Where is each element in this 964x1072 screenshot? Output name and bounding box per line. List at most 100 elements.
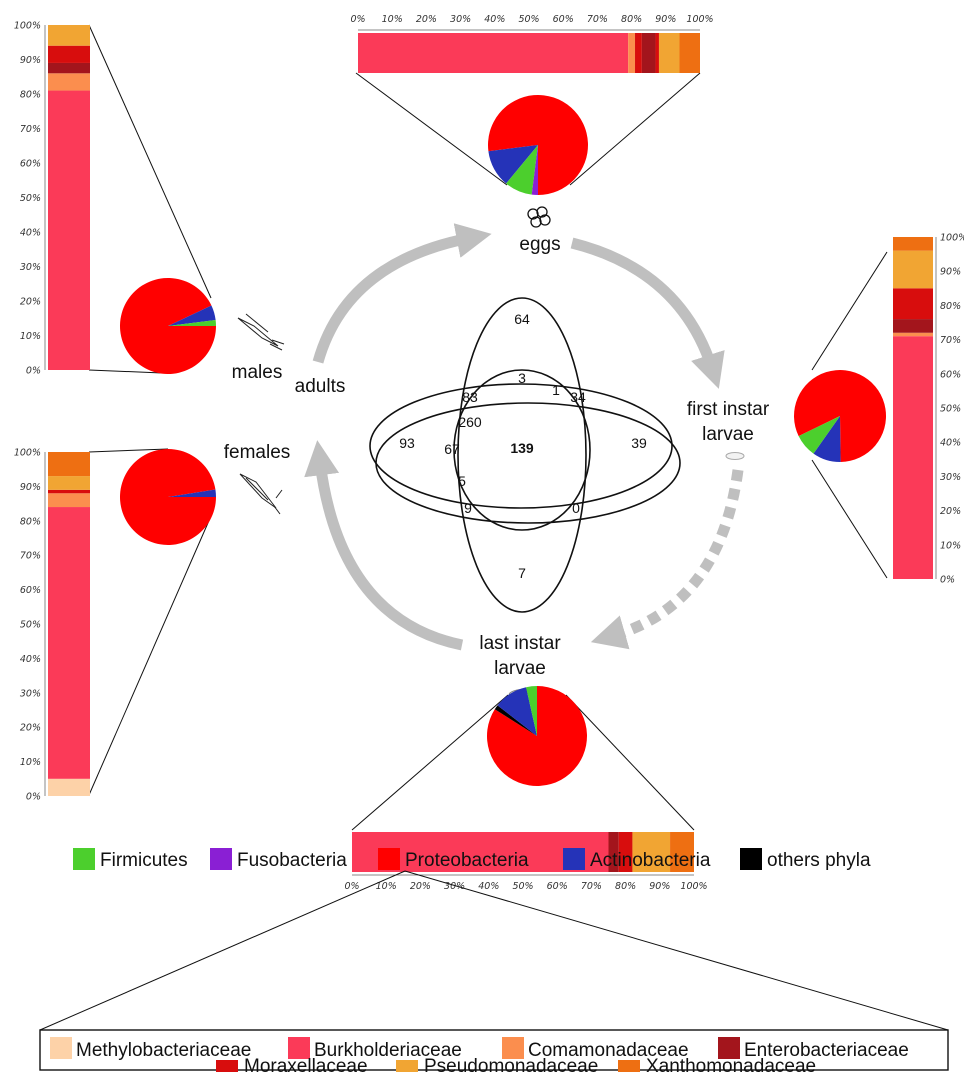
legend-swatch-moraxellaceae [216,1060,238,1072]
bar-segment-burkholderiaceae [48,91,90,370]
legend-swatch-firmicutes [73,848,95,870]
axis-tick-label: 100% [14,21,41,32]
axis-tick-label: 10% [20,331,41,342]
venn-count: 93 [399,435,415,451]
bar-segment-moraxellaceae [635,33,642,73]
arrow-adults-to-eggs [318,238,470,362]
axis-tick-label: 50% [20,620,41,631]
axis-tick-label: 20% [410,881,431,892]
axis-tick-label: 80% [940,301,961,312]
axis-tick-label: 60% [20,159,41,170]
axis-tick-label: 100% [14,448,41,459]
legend-label: others phyla [767,850,871,871]
venn-count: 1 [552,382,560,398]
legend-swatch-pseudomonadaceae [396,1060,418,1072]
axis-tick-label: 80% [20,516,41,527]
axis-tick-label: 30% [20,262,41,273]
legend-label: Xanthomonadaceae [646,1056,816,1072]
bar-segment-comamonadaceae [628,33,635,73]
axis-tick-label: 70% [20,551,41,562]
arrow-first-to-last-instar [612,470,738,636]
axis-tick-label: 0% [26,366,41,377]
arrow-eggs-to-first-instar [572,243,712,368]
moth-icon [240,474,282,514]
bar-segment-moraxellaceae [48,490,90,493]
axis-tick-label: 0% [940,575,955,586]
axis-tick-label: 100% [680,881,707,892]
axis-tick-label: 30% [450,14,471,25]
axis-tick-label: 30% [940,472,961,483]
legend-swatch-actinobacteria [563,848,585,870]
legend-expansion-lines [40,871,948,1030]
larva-icon [726,453,744,460]
legend-label: Firmicutes [100,850,188,871]
legend-families-row2: Moraxellaceae Pseudomonadaceae Xanthomon… [216,1056,816,1072]
moth-icon [238,314,284,350]
funnel-lines [89,25,887,830]
venn-count: 7 [518,565,526,581]
axis-tick-label: 10% [940,540,961,551]
axis-tick-label: 0% [344,881,359,892]
axis-tick-label: 20% [940,506,961,517]
bar-segment-moraxellaceae [48,46,90,63]
bar-segment-enterobacteriaceae [893,319,933,333]
axis-tick-label: 20% [20,297,41,308]
bar-segment-enterobacteriaceae [48,63,90,73]
legend-swatch-methylobacteriaceae [50,1037,72,1059]
legend-swatch-proteobacteria [378,848,400,870]
axis-tick-label: 50% [518,14,539,25]
stage-label-last-instar: larvae [494,658,546,679]
venn-count: 5 [458,473,466,489]
bar-segment-xanthomonadaceae [893,237,933,251]
legend-swatch-others-phyla [740,848,762,870]
axis-tick-label: 70% [581,881,602,892]
axis-tick-label: 90% [655,14,676,25]
axis-tick-label: 60% [20,585,41,596]
axis-tick-label: 0% [350,14,365,25]
axis-tick-label: 40% [484,14,505,25]
venn-count: 3 [518,370,526,386]
venn-count: 83 [462,389,478,405]
stage-label-females: females [224,442,291,463]
axis-tick-label: 90% [940,267,961,278]
axis-tick-label: 90% [20,55,41,66]
stage-label-adults: adults [295,376,346,397]
legend-label: Actinobacteria [590,850,711,871]
bar-segment-xanthomonadaceae [48,452,90,476]
axis-tick-label: 40% [478,881,499,892]
venn-count: 67 [444,441,460,457]
bar-segment-comamonadaceae [893,333,933,336]
axis-tick-label: 70% [20,124,41,135]
axis-tick-label: 80% [621,14,642,25]
axis-tick-label: 70% [940,335,961,346]
eggs-icon [528,207,550,227]
axis-tick-label: 40% [20,654,41,665]
axis-tick-label: 90% [649,881,670,892]
stage-labels: eggs first instar larvae last instar lar… [224,234,770,679]
venn-count: 260 [458,414,482,430]
axis-tick-label: 30% [444,881,465,892]
bar-segment-pseudomonadaceae [659,33,680,73]
axis-tick-label: 50% [512,881,533,892]
axis-tick-label: 20% [416,14,437,25]
axis-tick-label: 10% [20,757,41,768]
bar-segment-methylobacteriaceae [48,779,90,796]
axis-tick-label: 40% [940,438,961,449]
venn-count: 64 [514,311,530,327]
pie-slice-proteobacteria [120,278,216,374]
axis-tick-label: 50% [940,404,961,415]
venn-count: 0 [572,500,580,516]
axis-tick-label: 60% [547,881,568,892]
legend-label: Fusobacteria [237,850,347,871]
venn-counts: 64 3 1 34 83 260 93 67 139 39 5 9 0 7 [399,311,647,581]
axis-tick-label: 100% [940,233,964,244]
axis-tick-label: 20% [20,723,41,734]
venn-ellipse-first-instar [376,403,680,523]
legend-label: Proteobacteria [405,850,529,871]
axis-tick-label: 70% [587,14,608,25]
bar-segment-moraxellaceae [893,288,933,319]
bar-segment-enterobacteriaceae [642,33,656,73]
bar-segment-pseudomonadaceae [893,251,933,289]
bar-segment-burkholderiaceae [48,507,90,779]
